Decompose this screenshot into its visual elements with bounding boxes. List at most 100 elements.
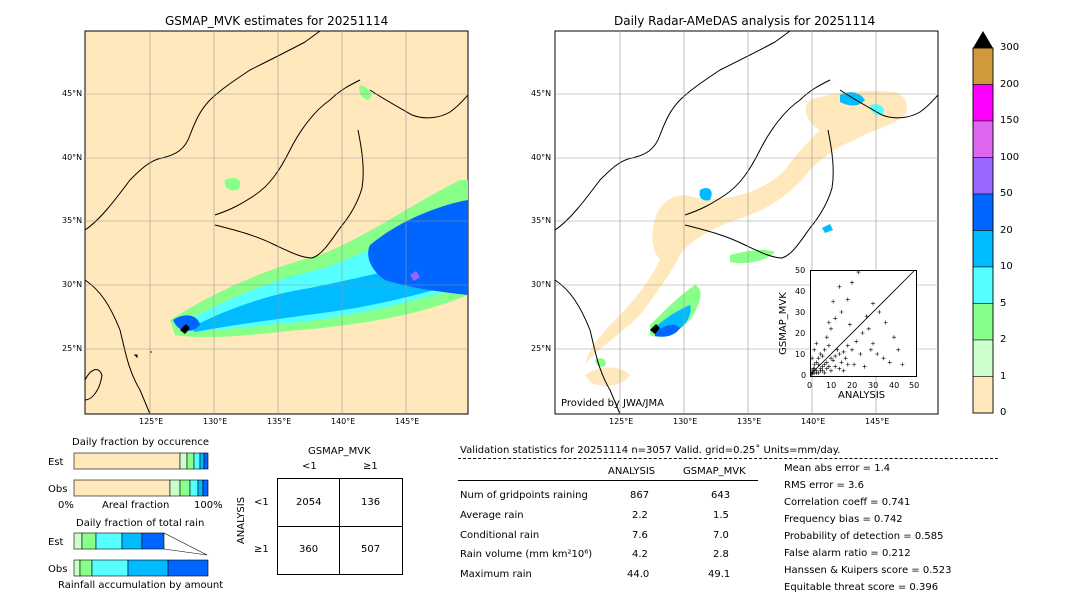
contingency-c21: 360: [299, 544, 319, 555]
right-lon-135: 135°E: [737, 417, 762, 426]
left-lon-145: 145°E: [395, 417, 420, 426]
stat-label-0: Num of gridpoints raining: [460, 490, 588, 501]
left-lon-140: 140°E: [331, 417, 356, 426]
left-lat-40: 40°N: [62, 153, 83, 162]
cbar-150: 150: [1000, 115, 1020, 126]
scatter-point: [871, 341, 875, 346]
scatter-point: [839, 310, 844, 314]
cbar-2: 2: [1000, 334, 1007, 345]
scatter-point: [831, 299, 836, 304]
scatter-point: [868, 347, 873, 352]
scatter-point: [866, 326, 871, 331]
colorbar-segment: [972, 339, 994, 377]
validation-header-rule: [458, 458, 998, 459]
scatter-point: [812, 347, 817, 352]
left-lon-130: 130°E: [203, 417, 228, 426]
score-0: Mean abs error = 1.4: [784, 463, 891, 474]
left-lat-45: 45°N: [62, 89, 83, 98]
colorbar-segment: [972, 157, 994, 195]
score-3: Frequency bias = 0.742: [784, 514, 903, 525]
scatter-point: [864, 314, 869, 319]
scatter-point: [822, 370, 827, 375]
scatter-point: [829, 356, 833, 361]
scatter-point: [829, 368, 833, 373]
stat-a-2: 7.6: [632, 530, 648, 541]
occurrence-title: Daily fraction by occurence: [72, 437, 210, 448]
inset-xtick-20: 20: [847, 381, 858, 390]
occurrence-axis-left: 0%: [58, 500, 74, 511]
left-map-title: GSMAP_MVK estimates for 20251114: [165, 14, 389, 28]
inset-ytick-0: 0: [801, 371, 807, 380]
scatter-point: [829, 326, 833, 331]
stat-a-4: 44.0: [627, 569, 650, 580]
cbar-10: 10: [1000, 261, 1013, 272]
score-1: RMS error = 3.6: [784, 480, 864, 491]
radar-coverage: [585, 90, 907, 366]
right-lon-145: 145°E: [865, 417, 890, 426]
scatter-point: [852, 362, 857, 367]
score-4: Probability of detection = 0.585: [784, 531, 944, 542]
contingency-side-label: ANALYSIS: [236, 496, 248, 545]
left-lat-35: 35°N: [62, 216, 83, 225]
inset-ytick-50: 50: [795, 266, 806, 275]
scatter-point: [854, 339, 859, 344]
stat-g-3: 2.8: [713, 549, 729, 560]
colorbar-segment: [972, 47, 994, 85]
left-rain-core: [410, 271, 420, 281]
colorbar-segment: [972, 230, 994, 268]
stat-a-1: 2.2: [632, 510, 648, 521]
contingency-c12: 136: [361, 497, 381, 508]
scatter-point: [850, 280, 854, 285]
scatter-point: [875, 352, 880, 356]
scatter-point: [826, 320, 831, 325]
stat-g-4: 49.1: [708, 569, 731, 580]
scatter-point: [841, 349, 846, 354]
colorbar: [972, 31, 994, 414]
scatter-point: [881, 356, 886, 361]
occurrence-obs-label: Obs: [48, 484, 68, 495]
contingency-c22: 507: [361, 544, 381, 555]
scatter-point: [845, 297, 850, 302]
scatter-point: [811, 366, 816, 371]
validation-header: Validation statistics for 20251114 n=305…: [460, 445, 841, 456]
contingency-row-lt: <1: [254, 497, 269, 508]
validation-col-gsmap: GSMAP_MVK: [683, 466, 746, 477]
colorbar-segment: [972, 376, 994, 414]
occurrence-axis-mid: Areal fraction: [102, 500, 170, 511]
colorbar-segment: [972, 193, 994, 231]
cbar-300: 300: [1000, 42, 1020, 53]
inset-xtick-0: 0: [807, 381, 813, 390]
left-lon-135: 135°E: [267, 417, 292, 426]
scatter-point: [812, 362, 817, 367]
one-to-one-line: [810, 270, 916, 376]
right-lat-25: 25°N: [531, 344, 552, 353]
scatter-point: [837, 352, 842, 356]
inset-xtick-30: 30: [868, 381, 879, 390]
right-lat-30: 30°N: [531, 280, 552, 289]
scatter-point: [845, 362, 850, 367]
left-map: [84, 30, 469, 415]
scatter-point: [862, 364, 867, 369]
cbar-50: 50: [1000, 188, 1013, 199]
score-5: False alarm ratio = 0.212: [784, 548, 911, 559]
cbar-0: 0: [1000, 407, 1007, 418]
validation-col-analysis: ANALYSIS: [608, 466, 656, 477]
total-footer: Rainfall accumulation by amount: [58, 580, 224, 591]
scatter-point: [850, 347, 854, 352]
total-title: Daily fraction of total rain: [76, 518, 205, 529]
scatter-point: [896, 347, 901, 352]
scatter-point: [858, 352, 863, 356]
stat-label-4: Maximum rain: [460, 569, 532, 580]
cbar-1: 1: [1000, 371, 1007, 382]
right-lat-40: 40°N: [531, 153, 552, 162]
scatter-point: [820, 368, 825, 373]
inset-ytick-20: 20: [795, 329, 806, 338]
scatter-point: [847, 322, 852, 327]
contingency-row-ge: ≥1: [254, 544, 269, 555]
colorbar-segment: [972, 266, 994, 304]
right-lon-140: 140°E: [801, 417, 826, 426]
cbar-200: 200: [1000, 79, 1020, 90]
scatter-point: [810, 356, 815, 361]
score-6: Hanssen & Kuipers score = 0.523: [784, 565, 952, 576]
scatter-point: [816, 356, 821, 361]
